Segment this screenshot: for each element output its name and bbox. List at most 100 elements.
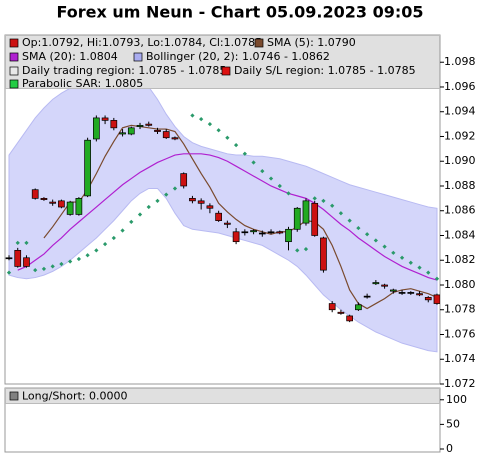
candle-body — [58, 200, 65, 208]
candle-body — [389, 289, 397, 292]
candle-body — [311, 202, 319, 236]
y-tick-label: 1.094 — [444, 105, 476, 118]
candle-body — [180, 173, 188, 187]
legend-swatch — [9, 79, 19, 89]
y-tick-label: 1.096 — [444, 80, 476, 93]
sar-dot — [338, 211, 344, 216]
candle-body — [328, 303, 336, 311]
sar-dot — [120, 228, 125, 233]
sar-dot — [251, 160, 256, 165]
sar-dot — [190, 113, 195, 118]
sar-dot — [24, 240, 29, 246]
legend-swatch — [9, 38, 19, 48]
legend-label: Long/Short: 0.0000 — [22, 390, 128, 403]
candle-body — [162, 131, 170, 139]
y-tick-label: 100 — [446, 393, 467, 406]
candle-body — [101, 117, 109, 121]
candle-body — [40, 198, 48, 200]
candle-body — [66, 201, 74, 215]
candle-body — [337, 311, 345, 314]
sar-dot — [102, 242, 108, 247]
y-tick-label: 1.076 — [444, 327, 476, 340]
legend-label: Daily trading region: 1.0785 - 1.0785 — [22, 64, 226, 77]
sar-dot — [207, 121, 213, 127]
indicator-line — [43, 124, 438, 310]
candle-body — [31, 189, 39, 199]
candle-body — [346, 315, 354, 322]
candle-body — [14, 249, 22, 267]
y-tick-label: 1.072 — [444, 377, 476, 390]
sar-dot — [373, 238, 378, 243]
y-tick-label: 50 — [446, 417, 460, 430]
candle-body — [232, 231, 240, 243]
candle-body — [424, 297, 432, 301]
sar-dot — [137, 212, 143, 217]
legend-label: Daily S/L region: 1.0785 - 1.0785 — [234, 64, 416, 77]
sar-dot — [399, 255, 405, 260]
sar-dot — [277, 183, 282, 189]
candle-body — [355, 304, 362, 311]
candle-body — [145, 123, 153, 126]
legend-label: SMA (20): 1.0804 — [22, 50, 118, 63]
legend-swatch — [9, 52, 19, 62]
sar-dot — [286, 191, 291, 196]
legend-swatch — [133, 52, 143, 62]
sar-dot — [347, 218, 352, 223]
candle-body — [416, 293, 423, 296]
candle-body — [258, 232, 266, 235]
y-tick-label: 1.090 — [444, 154, 476, 167]
sar-dot — [15, 240, 20, 246]
y-tick-label: 1.086 — [444, 204, 476, 217]
candle-body — [293, 207, 301, 230]
sar-dot — [216, 128, 221, 133]
legend-swatch — [254, 38, 264, 48]
candle-body — [241, 231, 249, 234]
candle-body — [433, 294, 440, 304]
sar-dot — [260, 169, 265, 174]
sar-dot — [417, 265, 422, 270]
overlay: 1.072 1.074 1.076 1.078 1.080 1.082 1.084 1.086… — [5, 35, 476, 455]
candle-body — [127, 127, 135, 135]
sar-dot — [408, 260, 413, 265]
sar-dot — [312, 196, 317, 201]
sar-dot — [146, 204, 151, 210]
y-tick-label: 1.092 — [444, 129, 476, 142]
candle-body — [372, 282, 380, 285]
sar-dot — [365, 232, 370, 237]
candle-body — [398, 292, 406, 294]
candle-body — [285, 228, 292, 243]
candle-body — [302, 200, 310, 224]
y-tick-label: 1.084 — [444, 228, 476, 241]
sar-dot — [268, 176, 274, 181]
sar-dot — [172, 186, 178, 191]
candle-body — [5, 257, 13, 260]
sar-dot — [129, 219, 134, 224]
candle-body — [110, 120, 118, 129]
sar-dot — [303, 246, 309, 252]
legend-swatch — [221, 66, 231, 76]
y-tick-label: 0 — [446, 442, 453, 455]
sar-dot — [94, 248, 99, 253]
candle-body — [119, 132, 126, 135]
candle-body — [136, 124, 144, 127]
sar-dot — [233, 143, 239, 148]
sar-dot — [164, 192, 169, 197]
candle-body — [320, 237, 327, 271]
sar-dot — [295, 248, 300, 253]
y-tick-label: 1.078 — [444, 303, 476, 316]
candle-body — [276, 231, 284, 234]
legend-box — [5, 35, 440, 89]
sar-dot — [426, 270, 431, 275]
legend-swatch — [9, 391, 19, 401]
candle-body — [154, 129, 161, 132]
sar-dot — [242, 151, 247, 156]
bollinger-band — [8, 70, 438, 353]
y-tick-label: 1.074 — [444, 352, 476, 365]
candle-body — [23, 257, 30, 267]
sar-dot — [391, 250, 396, 255]
legend-box — [5, 388, 440, 404]
candle-body — [363, 295, 371, 298]
candle-body — [84, 139, 91, 197]
candle-body — [75, 198, 83, 215]
sar-dot — [434, 276, 440, 281]
